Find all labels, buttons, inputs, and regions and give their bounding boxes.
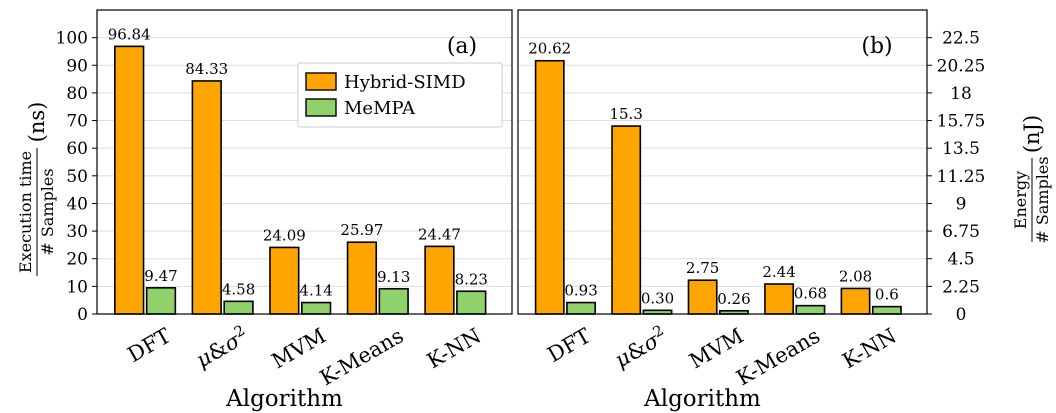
data-label: 96.84 [108, 25, 151, 43]
tick-label-x-text: K-Means [732, 324, 824, 391]
tick-label-y: 2.25 [942, 277, 980, 297]
data-label: 24.47 [418, 225, 461, 243]
bar-hybrid-simd-3 [346, 241, 378, 315]
panel-a: 96.849.47DFT84.334.58μ&σ224.094.14MVM25.… [16, 9, 513, 412]
bar-hybrid-simd-4 [840, 287, 871, 315]
data-label: 4.58 [222, 280, 255, 298]
tick-label-y: 70 [66, 112, 88, 132]
x-axis-label: Algorithm [643, 386, 761, 412]
tick-label-x-text: DFT [124, 324, 175, 367]
tick-label-y: 90 [66, 56, 88, 76]
tick-label-x: DFT [543, 324, 594, 367]
data-label: 0.68 [794, 285, 827, 303]
tick-label-y: 50 [66, 167, 88, 187]
data-label: 84.33 [185, 60, 228, 78]
tick-label-y: 100 [56, 29, 88, 49]
tick-label-y: 20.25 [937, 56, 986, 76]
legend: Hybrid-SIMD MeMPA [297, 62, 503, 128]
data-label: 0.30 [641, 289, 674, 307]
tick-label-y: 18 [950, 84, 972, 104]
bar-mempa-4 [456, 290, 487, 315]
bar-hybrid-simd-1 [611, 125, 642, 315]
y-axis-label: Execution time # Samples (ns) [16, 102, 57, 276]
panel-label: (b) [861, 34, 892, 59]
data-label: 2.44 [762, 263, 795, 281]
tick-label-x-text: K-Means [316, 324, 408, 391]
plot-frame [96, 9, 513, 315]
tick-label-x: K-Means [732, 324, 824, 391]
legend-label: MeMPA [344, 98, 416, 119]
tick-label-x-text: K-NN [838, 324, 900, 374]
tick-label-x-text: DFT [543, 324, 594, 367]
tick-label-x: μ&σ2 [191, 321, 253, 372]
tick-label-x-text: μ&σ2 [191, 321, 253, 372]
tick-label-x: K-NN [838, 324, 900, 374]
plot-frame [517, 9, 928, 315]
tick-label-y: 10 [66, 277, 88, 297]
bar-mempa-4 [871, 305, 902, 315]
tick-label-y: 9 [956, 194, 967, 214]
legend-label: Hybrid-SIMD [344, 72, 466, 93]
tick-label-y: 30 [66, 222, 88, 242]
tick-label-x-text: K-NN [423, 324, 485, 374]
bar-hybrid-simd-2 [687, 279, 718, 315]
legend-box [297, 62, 503, 128]
tick-label-y: 20 [66, 250, 88, 270]
legend-swatch [305, 98, 337, 117]
bar-mempa-1 [223, 300, 254, 315]
data-label: 9.13 [377, 268, 410, 286]
tick-label-y: 11.25 [937, 167, 986, 187]
tick-label-y: 0 [77, 305, 88, 325]
legend-swatch [305, 72, 337, 91]
y-axis-label-denominator: # Samples [38, 168, 57, 255]
data-label: 8.23 [455, 270, 488, 288]
data-label: 2.75 [686, 259, 719, 277]
tick-label-x-text: μ&σ2 [609, 321, 671, 372]
tick-label-y: 80 [66, 84, 88, 104]
bar-hybrid-simd-2 [269, 246, 300, 315]
tick-label-y: 22.5 [942, 29, 980, 49]
bar-mempa-0 [566, 301, 597, 315]
tick-label-y: 6.75 [942, 222, 980, 242]
y-axis-label-numerator: Energy [1011, 171, 1030, 229]
y-axis-label-numerator: Execution time [16, 151, 35, 273]
y-axis-label-denominator: # Samples [1033, 156, 1052, 243]
data-label: 0.26 [717, 290, 750, 308]
data-label: 2.08 [839, 267, 872, 285]
data-label: 24.09 [263, 226, 306, 244]
x-axis-label: Algorithm [225, 386, 343, 412]
data-label: 9.47 [144, 267, 177, 285]
data-label: 20.62 [528, 40, 571, 58]
tick-label-y: 13.5 [942, 139, 980, 159]
panel-label: (a) [447, 34, 477, 59]
bar-mempa-0 [145, 287, 177, 315]
bar-hybrid-simd-0 [534, 59, 565, 315]
bar-hybrid-simd-1 [191, 80, 222, 315]
tick-label-y: 4.5 [947, 250, 974, 270]
bar-hybrid-simd-3 [764, 283, 795, 315]
tick-label-y: 15.75 [937, 112, 986, 132]
bar-mempa-3 [378, 287, 409, 315]
tick-label-y: 0 [956, 305, 967, 325]
bar-hybrid-simd-0 [114, 45, 145, 315]
y-axis-label-unit: (ns) [25, 102, 49, 143]
tick-label-x: μ&σ2 [609, 321, 671, 372]
bar-hybrid-simd-4 [424, 245, 455, 315]
tick-label-x: DFT [124, 324, 175, 367]
bar-mempa-3 [795, 304, 826, 315]
data-label: 15.3 [609, 105, 642, 123]
panel-b: 20.620.93DFT15.30.30μ&σ22.750.26MVM2.440… [517, 9, 1052, 412]
data-label: 25.97 [340, 221, 383, 239]
data-label: 0.93 [564, 282, 597, 300]
tick-label-y: 40 [66, 194, 88, 214]
y-axis-label: Energy # Samples (nJ) [1011, 115, 1052, 244]
bar-mempa-2 [300, 301, 332, 315]
data-label: 0.6 [875, 286, 899, 304]
tick-label-x: K-NN [423, 324, 485, 374]
tick-label-x: K-Means [316, 324, 408, 391]
data-label: 4.14 [299, 282, 332, 300]
y-axis-label-unit: (nJ) [1020, 115, 1044, 153]
tick-label-y: 60 [66, 139, 88, 159]
